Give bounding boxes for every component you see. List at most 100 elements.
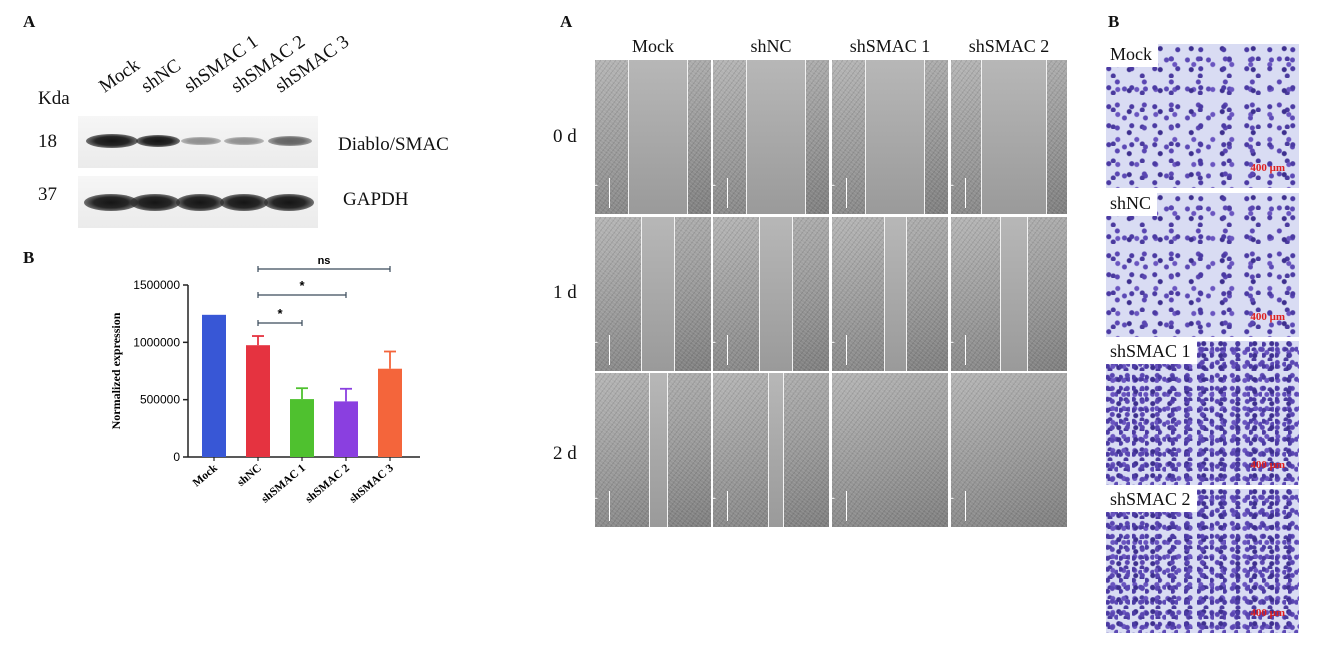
scratch-row-label: 2 d xyxy=(553,443,577,464)
y-tick-label: 0 xyxy=(173,450,180,464)
x-tick-label: shSMAC 1 xyxy=(259,462,308,506)
scale-bar-label: 600 μm xyxy=(832,330,835,361)
scale-bar-label: 600 μm xyxy=(832,173,835,204)
scratch-micrograph: 600 μm xyxy=(595,373,711,527)
scratch-column-label: shSMAC 2 xyxy=(968,36,1050,56)
scratch-column-label: Mock xyxy=(632,36,674,56)
blot-kda-row2: 37 xyxy=(38,184,57,205)
bar xyxy=(246,345,270,457)
band-gapdh-shsmac1 xyxy=(176,194,224,211)
scratch-micrograph: 600 μm xyxy=(951,60,1067,214)
band-smac-shsmac1 xyxy=(181,137,221,145)
scale-bar-label: 600 μm xyxy=(713,173,716,204)
scale-bar xyxy=(965,335,966,365)
bar xyxy=(202,314,226,457)
transwell-label: shNC xyxy=(1106,193,1158,216)
scratch-column-label: shSMAC 1 xyxy=(849,36,931,56)
scale-bar-label: 600 μm xyxy=(951,330,954,361)
transwell-label: shSMAC 2 xyxy=(1106,489,1197,512)
significance-label: * xyxy=(277,306,283,321)
transwell-micrograph: shSMAC 2 400 μm xyxy=(1106,489,1299,633)
x-tick-label: Mock xyxy=(191,462,221,490)
scale-bar-label: 600 μm xyxy=(951,486,954,517)
band-smac-shsmac2 xyxy=(224,137,264,145)
significance-label: ns xyxy=(318,255,331,267)
transwell-label: Mock xyxy=(1106,44,1158,67)
scratch-micrograph: 600 μm xyxy=(832,217,948,371)
scratch-panel-letter: A xyxy=(560,12,573,31)
band-smac-mock xyxy=(86,134,138,148)
x-tick-label: shNC xyxy=(235,462,264,489)
scale-bar-label: 600 μm xyxy=(713,330,716,361)
scale-bar xyxy=(727,178,728,208)
chart-panel-letter: B xyxy=(23,248,35,267)
transwell-micrograph: shNC 400 μm xyxy=(1106,193,1299,337)
scale-bar xyxy=(846,491,847,521)
band-gapdh-shsmac2 xyxy=(220,194,268,211)
transwell-micrograph: shSMAC 1 400 μm xyxy=(1106,341,1299,485)
scratch-micrograph: 600 μm xyxy=(832,60,948,214)
protein-label-gapdh: GAPDH xyxy=(343,189,409,210)
scratch-micrograph: 600 μm xyxy=(595,60,711,214)
scale-bar xyxy=(846,178,847,208)
scale-bar xyxy=(609,491,610,521)
y-tick-label: 1000000 xyxy=(133,335,180,349)
bar xyxy=(290,399,314,457)
transwell-scale-label: 400 μm xyxy=(1250,162,1285,174)
transwell-scale-label: 400 μm xyxy=(1250,607,1285,619)
scale-bar xyxy=(727,335,728,365)
band-gapdh-mock xyxy=(84,194,138,211)
scratch-wound-gap xyxy=(759,217,793,371)
scratch-column-label: shNC xyxy=(750,36,792,56)
scratch-micrograph: 600 μm xyxy=(951,373,1067,527)
scale-bar xyxy=(609,335,610,365)
scratch-micrograph: 600 μm xyxy=(713,373,829,527)
y-axis-title: Normalized expression xyxy=(109,312,123,429)
scratch-row-label: 1 d xyxy=(553,282,577,303)
scratch-wound-gap xyxy=(628,60,688,214)
protein-label-smac: Diablo/SMAC xyxy=(338,134,449,155)
scale-bar xyxy=(846,335,847,365)
blot-strip-gapdh xyxy=(78,176,318,228)
scratch-wound-gap xyxy=(768,373,784,527)
transwell-micrograph: Mock 400 μm xyxy=(1106,44,1299,188)
x-tick-label: shSMAC 3 xyxy=(347,462,396,506)
transwell-label: shSMAC 1 xyxy=(1106,341,1197,364)
transwell-panel-letter: B xyxy=(1108,12,1120,31)
band-smac-shnc xyxy=(136,135,180,147)
band-gapdh-shnc xyxy=(130,194,180,211)
scale-bar-label: 600 μm xyxy=(595,173,598,204)
scratch-micrograph: 600 μm xyxy=(832,373,948,527)
transwell-scale-label: 400 μm xyxy=(1250,311,1285,323)
scale-bar-label: 600 μm xyxy=(713,486,716,517)
y-tick-label: 500000 xyxy=(140,393,180,407)
scale-bar-label: 600 μm xyxy=(951,173,954,204)
scratch-micrograph: 600 μm xyxy=(951,217,1067,371)
bar-chart: 0 500000 1000000 1500000 Normalized expressi… xyxy=(109,255,420,506)
scale-bar xyxy=(727,491,728,521)
significance-label: * xyxy=(299,278,305,293)
y-tick-label: 1500000 xyxy=(133,278,180,292)
scale-bar-label: 600 μm xyxy=(595,486,598,517)
bar xyxy=(378,368,402,457)
lane-label-shnc: shNC xyxy=(137,55,185,98)
bar xyxy=(334,401,358,457)
x-tick-label: shSMAC 2 xyxy=(303,462,352,506)
scratch-micrograph: 600 μm xyxy=(595,217,711,371)
band-smac-shsmac3 xyxy=(268,136,312,146)
scale-bar xyxy=(965,491,966,521)
kda-label: Kda xyxy=(38,88,70,109)
scratch-row-label: 0 d xyxy=(553,126,577,147)
scale-bar xyxy=(609,178,610,208)
scratch-wound-gap xyxy=(884,217,907,371)
scale-bar-label: 600 μm xyxy=(595,330,598,361)
scratch-wound-gap xyxy=(981,60,1047,214)
band-gapdh-shsmac3 xyxy=(264,194,314,211)
scratch-wound-gap xyxy=(649,373,668,527)
blot-strip-smac xyxy=(78,116,318,168)
scratch-wound-gap xyxy=(865,60,925,214)
scratch-wound-gap xyxy=(746,60,806,214)
scratch-wound-gap xyxy=(1000,217,1028,371)
scratch-wound-gap xyxy=(641,217,675,371)
blot-panel-letter: A xyxy=(23,12,36,31)
